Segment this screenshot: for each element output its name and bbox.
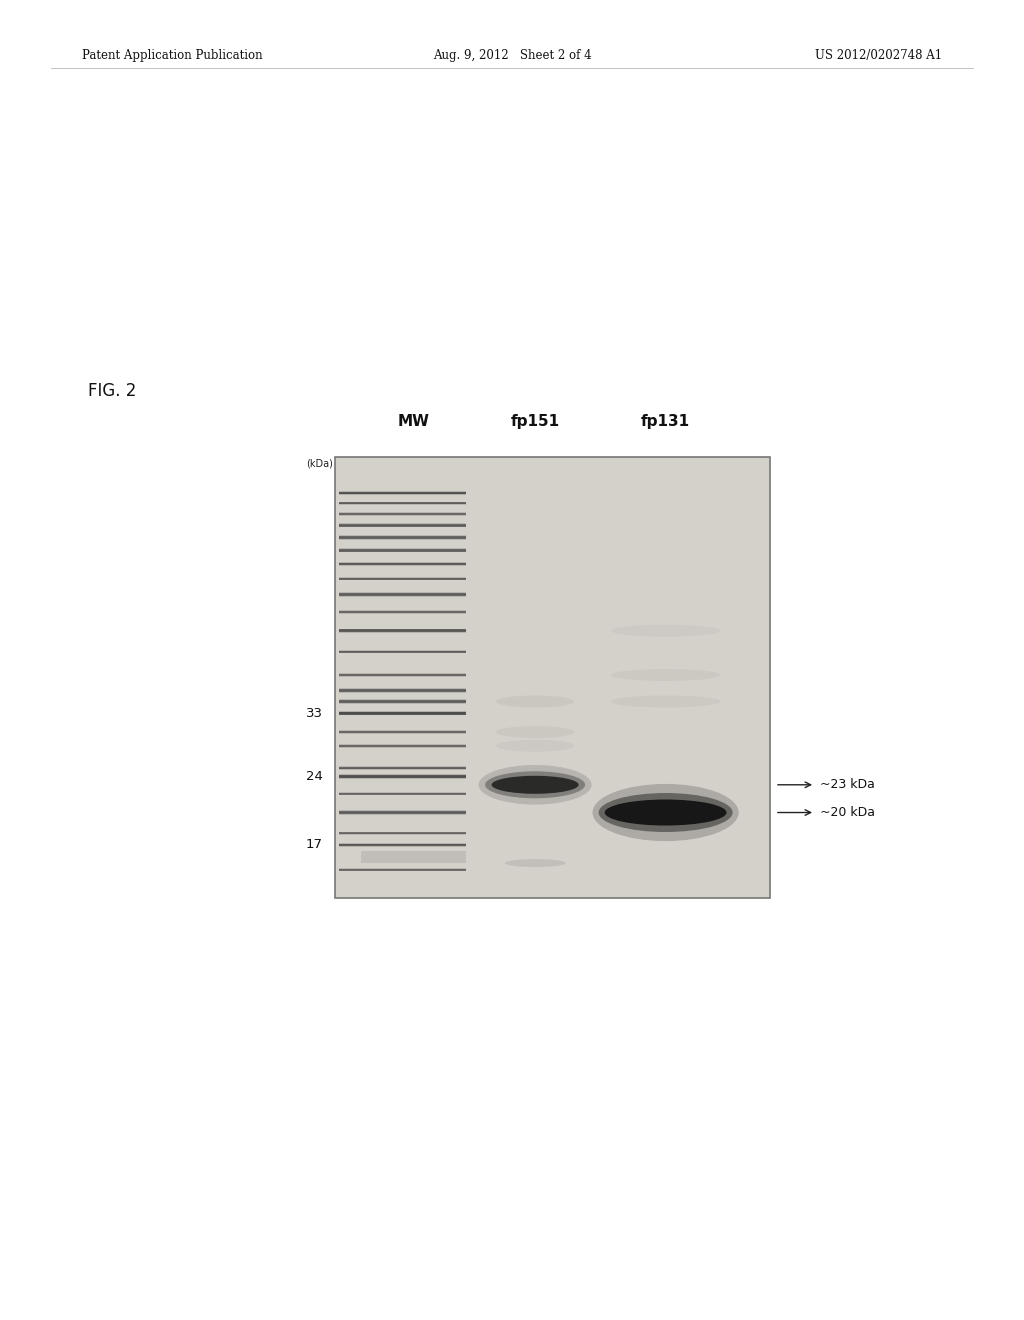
Text: fp151: fp151 [511, 414, 560, 429]
Text: MW: MW [397, 414, 429, 429]
Text: Patent Application Publication: Patent Application Publication [82, 49, 262, 62]
Text: 17: 17 [306, 838, 323, 851]
Text: Aug. 9, 2012   Sheet 2 of 4: Aug. 9, 2012 Sheet 2 of 4 [433, 49, 591, 62]
Text: 33: 33 [306, 706, 323, 719]
Text: 24: 24 [306, 770, 323, 783]
Text: FIG. 2: FIG. 2 [88, 381, 136, 400]
Text: fp131: fp131 [641, 414, 690, 429]
Text: ~20 kDa: ~20 kDa [820, 807, 874, 818]
Text: (kDa): (kDa) [306, 459, 333, 469]
Text: US 2012/0202748 A1: US 2012/0202748 A1 [815, 49, 942, 62]
Text: ~23 kDa: ~23 kDa [820, 779, 874, 791]
